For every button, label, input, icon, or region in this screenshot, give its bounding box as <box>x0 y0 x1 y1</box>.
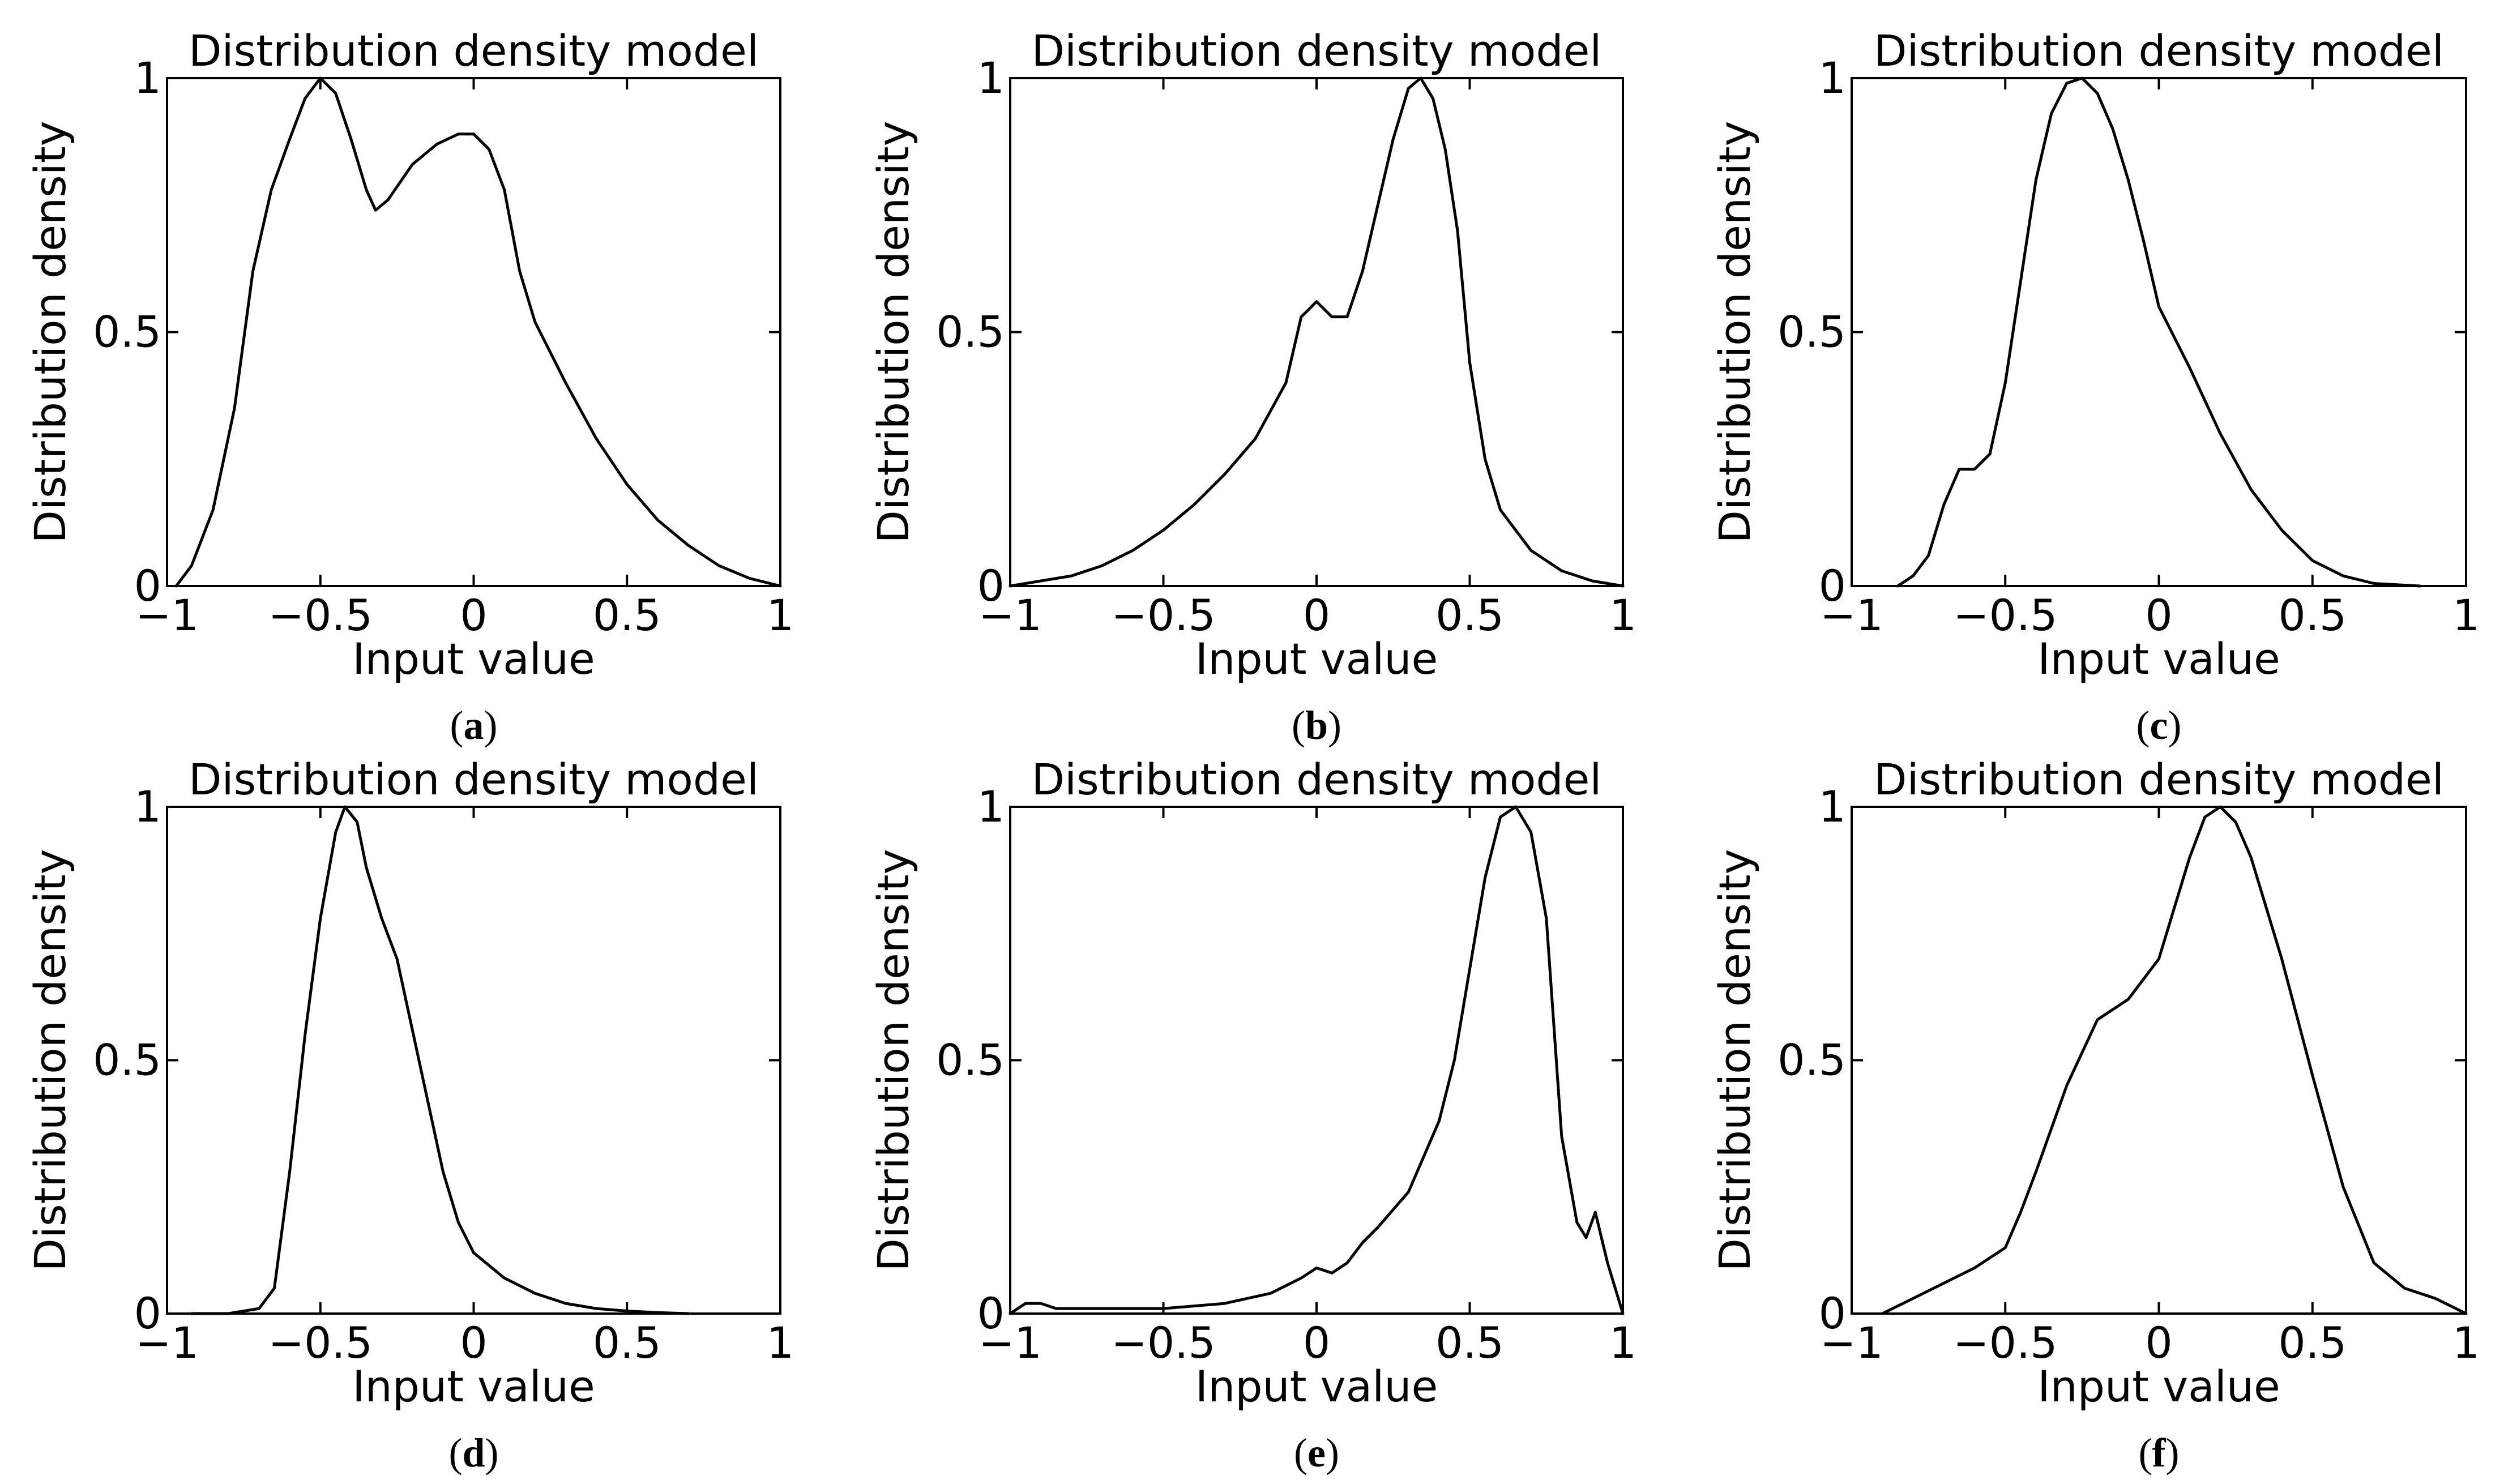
x-tick-label: 1 <box>1609 590 1636 640</box>
subplot-a: Distribution density model −1 −0.5 0 0.5 1 0 0.… <box>25 25 794 748</box>
x-tick-label: −0.5 <box>268 1318 373 1368</box>
y-tick-label: 0 <box>134 1288 161 1338</box>
plot-frame <box>1009 806 1624 1315</box>
y-axis-label: Distribution density <box>25 121 75 543</box>
x-axis-label: Input value <box>2037 1361 2280 1412</box>
x-tick-label: −0.5 <box>1111 590 1216 640</box>
y-tick-label: 0 <box>1819 561 1846 611</box>
x-tick-label: 1 <box>767 1318 794 1368</box>
chart-title: Distribution density model <box>189 754 759 805</box>
y-axis-label: Distribution density <box>868 849 918 1271</box>
chart-title: Distribution density model <box>1874 25 2444 76</box>
y-tick-label: 0 <box>1819 1288 1846 1338</box>
caption-letter: a <box>464 703 484 748</box>
series-line-density <box>190 805 690 1315</box>
x-tick-label: 0 <box>460 1318 487 1368</box>
subplot-caption: (a) <box>450 703 498 748</box>
y-tick-label: 0.5 <box>1777 307 1846 357</box>
y-tick-label: 0 <box>134 561 161 611</box>
y-tick-label: 1 <box>977 781 1005 832</box>
series-line-density <box>1881 805 2468 1315</box>
x-tick-label: −0.5 <box>268 590 373 640</box>
y-tick-label: 0 <box>977 1288 1005 1338</box>
chart-title: Distribution density model <box>1032 754 1602 805</box>
x-tick-label: 0.5 <box>593 590 661 640</box>
chart-title: Distribution density model <box>1032 25 1602 76</box>
x-tick-label: −1 <box>135 1318 199 1368</box>
caption-letter: d <box>462 1430 485 1476</box>
y-tick-label: 0.5 <box>93 1035 161 1085</box>
y-tick-label: 0.5 <box>936 307 1005 357</box>
x-tick-label: 0 <box>2145 590 2172 640</box>
caption-letter: c <box>2150 703 2168 748</box>
x-tick-label: −1 <box>1820 1318 1883 1368</box>
subplot-caption: (d) <box>448 1430 498 1476</box>
caption-letter: b <box>1305 703 1328 748</box>
series-line-density <box>174 76 782 588</box>
y-tick-label: 0.5 <box>936 1035 1005 1085</box>
x-tick-label: −0.5 <box>1111 1318 1216 1368</box>
x-tick-label: 0 <box>2145 1318 2172 1368</box>
x-tick-label: 0.5 <box>1435 590 1504 640</box>
y-axis-label: Distribution density <box>1710 849 1760 1271</box>
series-line-density <box>1896 76 2422 588</box>
x-tick-label: 0.5 <box>2278 590 2347 640</box>
chart-title: Distribution density model <box>189 25 759 76</box>
x-tick-label: 0.5 <box>2278 1318 2347 1368</box>
plot-frame <box>1851 77 2467 587</box>
subplot-b: Distribution density model −1 −0.5 0 0.5 1 0 0.… <box>868 25 1636 748</box>
series-line-density <box>1009 805 1625 1315</box>
y-tick-label: 1 <box>1819 53 1846 103</box>
chart-title: Distribution density model <box>1874 754 2444 805</box>
y-tick-label: 1 <box>1819 781 1846 832</box>
x-tick-label: −1 <box>135 590 199 640</box>
x-tick-label: −1 <box>978 590 1042 640</box>
y-axis-label: Distribution density <box>1710 121 1760 543</box>
y-axis-label: Distribution density <box>25 849 75 1271</box>
x-tick-label: 0.5 <box>593 1318 661 1368</box>
x-tick-label: 1 <box>767 590 794 640</box>
subplot-e: Distribution density model −1 −0.5 0 0.5 1 0 0.… <box>868 754 1636 1476</box>
plot-frame <box>166 806 781 1315</box>
plot-frame <box>1851 806 2467 1315</box>
series-line-density <box>1009 76 1625 588</box>
y-tick-label: 1 <box>134 781 161 832</box>
y-tick-label: 0.5 <box>93 307 161 357</box>
subplot-caption: (e) <box>1294 1430 1339 1476</box>
x-tick-label: 1 <box>1609 1318 1636 1368</box>
x-axis-label: Input value <box>352 1361 595 1412</box>
subplot-caption: (b) <box>1292 703 1341 748</box>
x-tick-label: 1 <box>2452 590 2480 640</box>
plot-frame <box>166 77 781 587</box>
x-tick-label: 0 <box>1303 1318 1330 1368</box>
y-tick-label: 1 <box>134 53 161 103</box>
x-tick-label: −0.5 <box>1953 590 2058 640</box>
x-tick-label: 0 <box>460 590 487 640</box>
x-tick-label: 0.5 <box>1435 1318 1504 1368</box>
caption-letter: e <box>1307 1430 1326 1476</box>
y-tick-label: 1 <box>977 53 1005 103</box>
x-axis-label: Input value <box>352 634 595 684</box>
caption-letter: f <box>2152 1430 2167 1476</box>
subplot-caption: (c) <box>2136 703 2182 748</box>
y-tick-label: 0.5 <box>1777 1035 1846 1085</box>
subplot-d: Distribution density model −1 −0.5 0 0.5 1 0 0.… <box>25 754 794 1476</box>
x-axis-label: Input value <box>2037 634 2280 684</box>
subplot-f: Distribution density model −1 −0.5 0 0.5 1 0 0.… <box>1710 754 2480 1476</box>
plot-frame <box>1009 77 1624 587</box>
x-tick-label: −1 <box>1820 590 1883 640</box>
x-axis-label: Input value <box>1195 1361 1438 1412</box>
y-tick-label: 0 <box>977 561 1005 611</box>
x-tick-label: −0.5 <box>1953 1318 2058 1368</box>
subplot-caption: (f) <box>2139 1430 2180 1476</box>
x-axis-label: Input value <box>1195 634 1438 684</box>
x-tick-label: 0 <box>1303 590 1330 640</box>
x-tick-label: −1 <box>978 1318 1042 1368</box>
y-axis-label: Distribution density <box>868 121 918 543</box>
subplot-c: Distribution density model −1 −0.5 0 0.5 1 0 0.… <box>1710 25 2480 748</box>
x-tick-label: 1 <box>2452 1318 2480 1368</box>
